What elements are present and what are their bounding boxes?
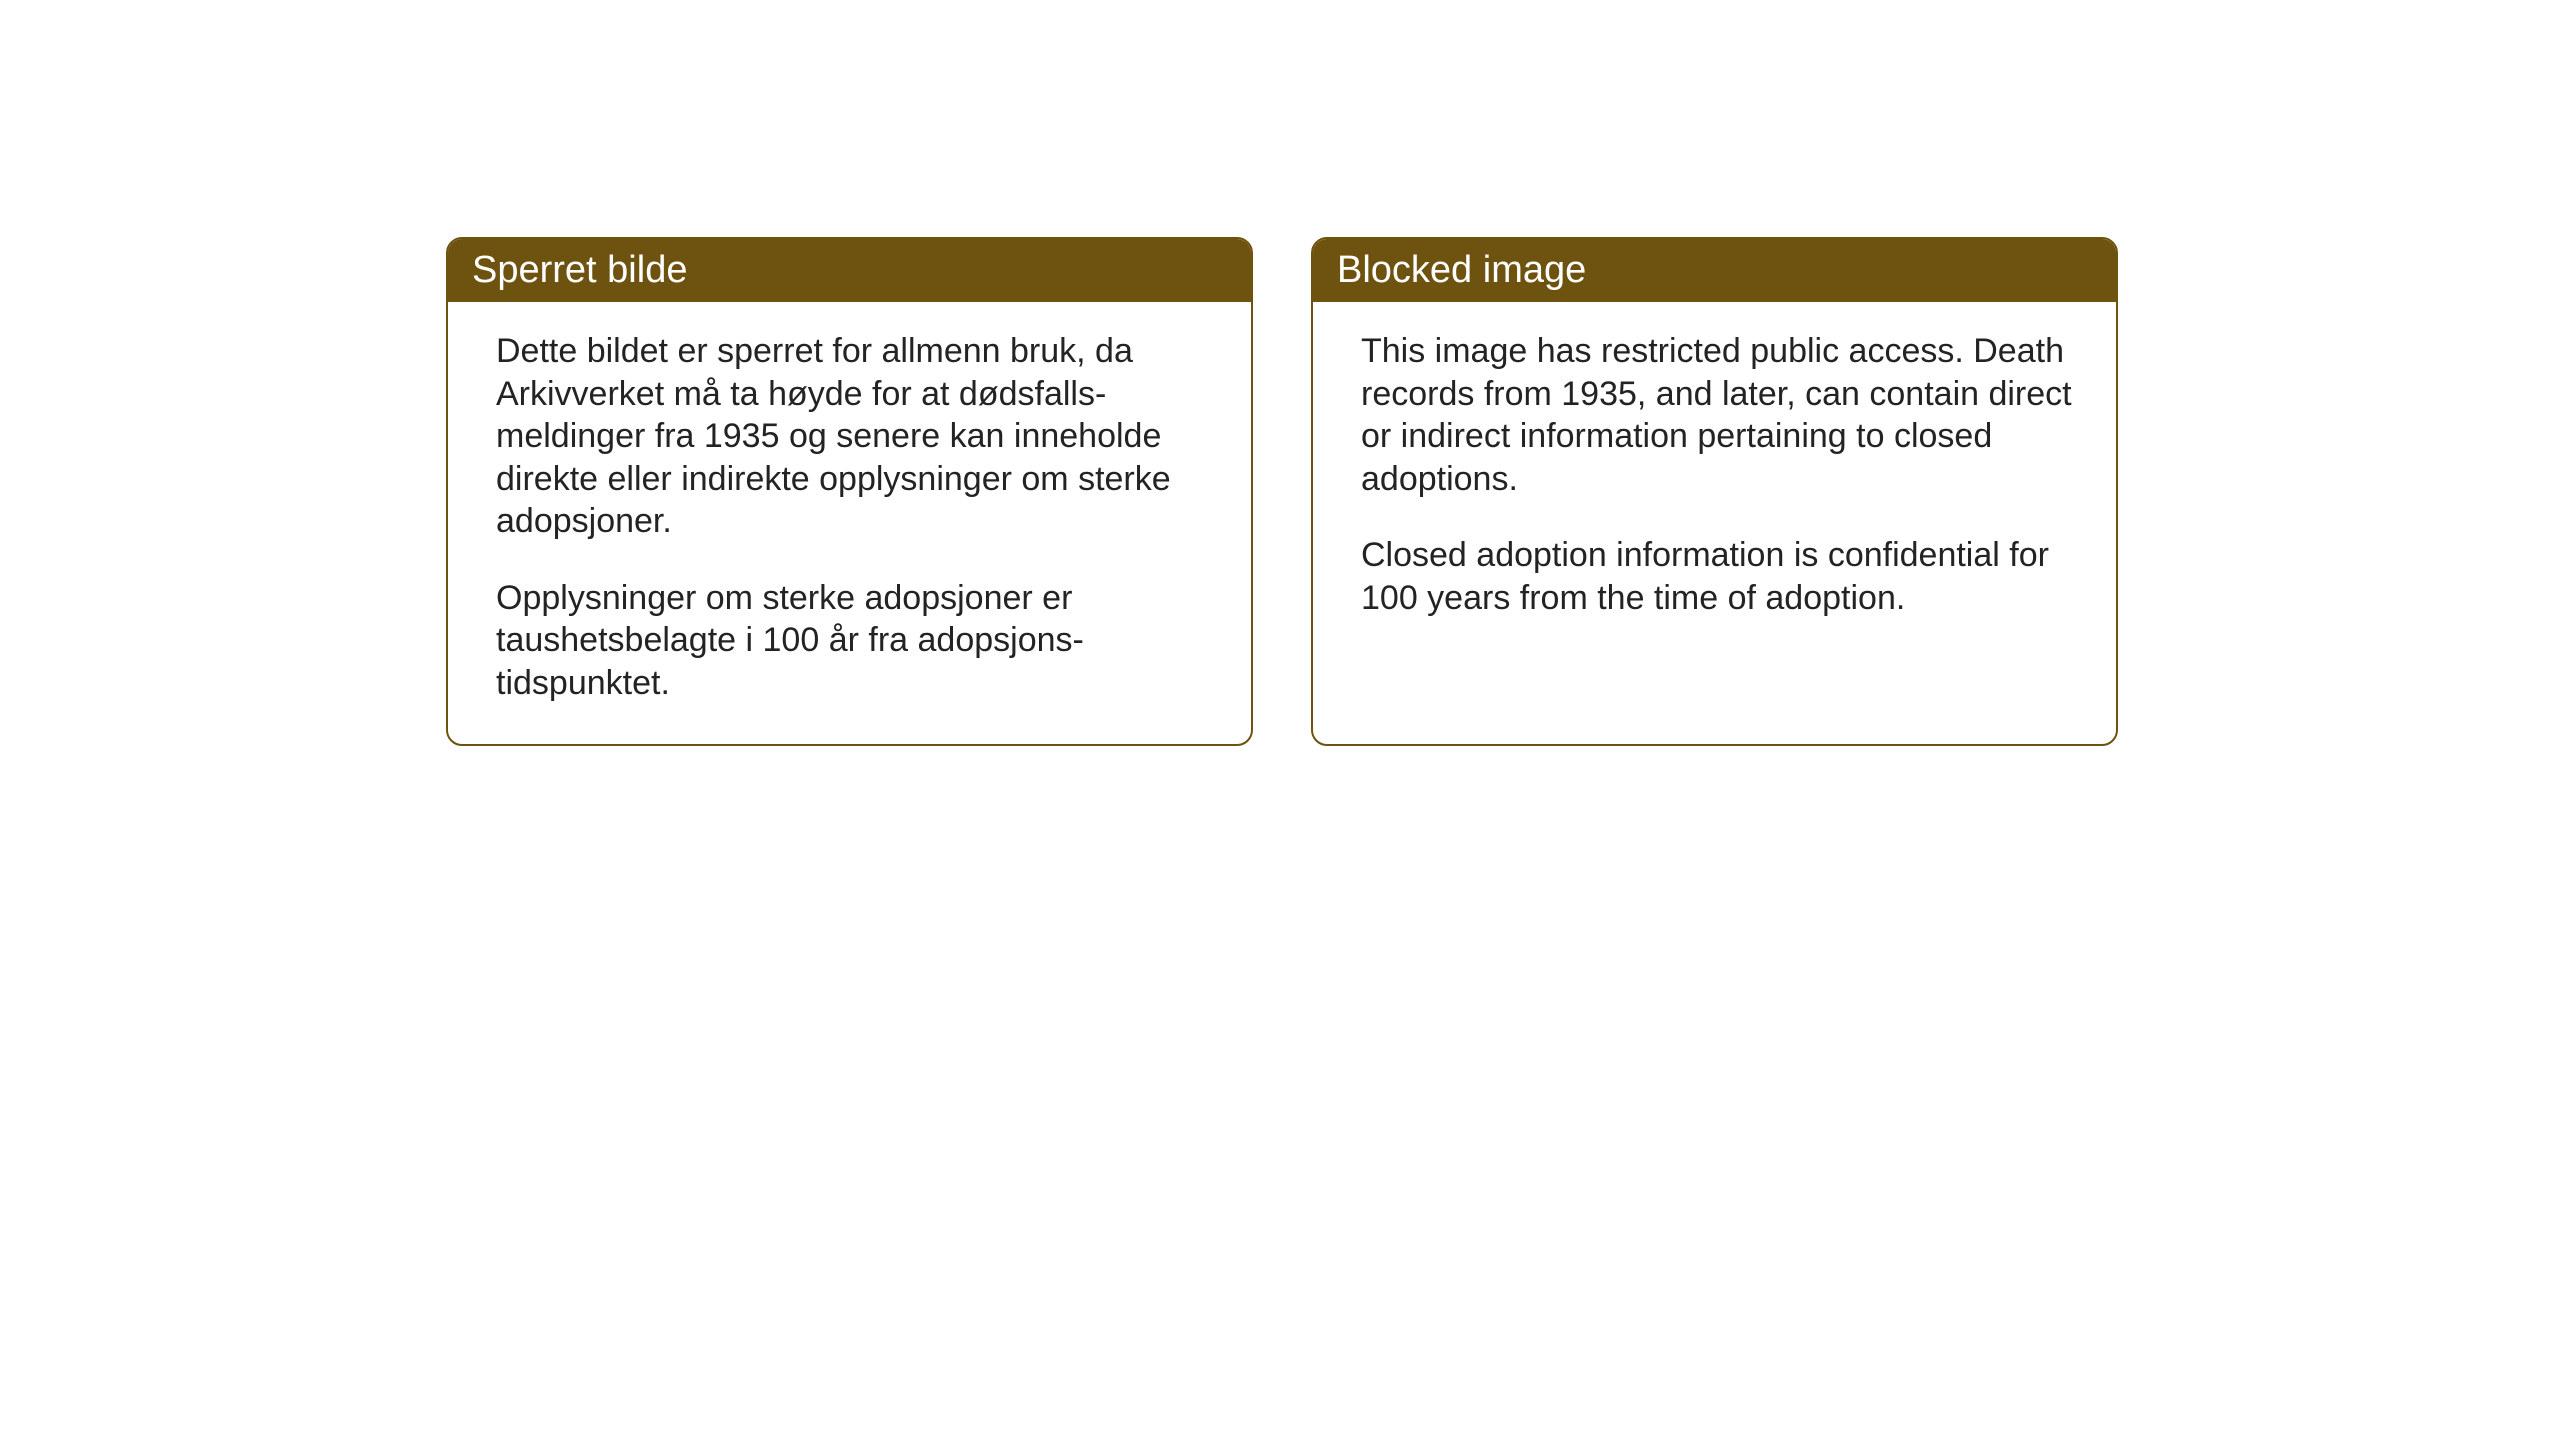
- notice-header-english: Blocked image: [1313, 239, 2116, 302]
- notice-body-english: This image has restricted public access.…: [1313, 302, 2116, 659]
- notice-para1-norwegian: Dette bildet er sperret for allmenn bruk…: [496, 330, 1211, 543]
- notice-para1-english: This image has restricted public access.…: [1361, 330, 2076, 500]
- notice-box-norwegian: Sperret bilde Dette bildet er sperret fo…: [446, 237, 1253, 746]
- notice-body-norwegian: Dette bildet er sperret for allmenn bruk…: [448, 302, 1251, 744]
- notice-box-english: Blocked image This image has restricted …: [1311, 237, 2118, 746]
- notice-header-norwegian: Sperret bilde: [448, 239, 1251, 302]
- notice-para2-norwegian: Opplysninger om sterke adopsjoner er tau…: [496, 577, 1211, 705]
- notice-container: Sperret bilde Dette bildet er sperret fo…: [446, 237, 2118, 746]
- notice-para2-english: Closed adoption information is confident…: [1361, 534, 2076, 619]
